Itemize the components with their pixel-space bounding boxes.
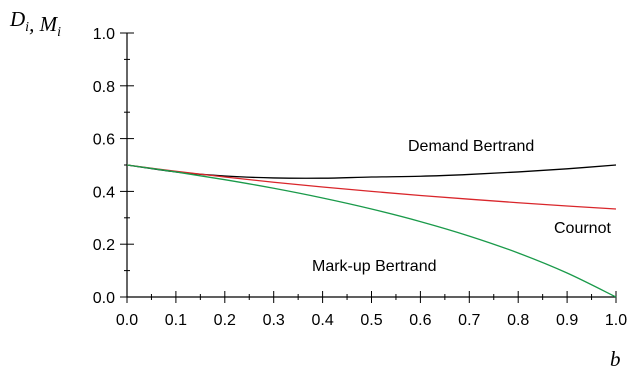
x-tick-label: 0.4 <box>311 312 333 329</box>
x-tick-label: 0.5 <box>360 312 382 329</box>
x-tick-label: 0.0 <box>116 312 138 329</box>
series-label-demand-bertrand: Demand Bertrand <box>408 138 534 155</box>
x-tick-label: 0.7 <box>458 312 480 329</box>
series-line-mark-up-bertrand <box>126 164 617 298</box>
y-axis-title-part: , M <box>29 12 59 36</box>
x-tick-label: 0.2 <box>214 312 236 329</box>
y-tick-label: 0.4 <box>93 184 115 201</box>
y-tick-label: 0.6 <box>93 132 115 149</box>
series-label-cournot: Cournot <box>554 220 611 237</box>
y-axis-title: Di, Mi <box>9 7 61 40</box>
y-axis-title-part: D <box>9 7 25 31</box>
y-axis-title-subscript: i <box>25 20 29 35</box>
x-tick-label: 0.3 <box>263 312 285 329</box>
ticks: 0.0 0.1 0.2 0.3 0.4 0.5 0.6 0.7 0.8 0.9 1.0 0.0 0.2 0… <box>93 26 627 329</box>
x-tick-label: 0.1 <box>165 312 187 329</box>
y-axis-title-text: Di, Mi <box>9 7 61 40</box>
x-tick-label: 0.9 <box>556 312 578 329</box>
x-tick-label: 1.0 <box>605 312 627 329</box>
series-labels: Demand Bertrand Cournot Mark-up Bertrand <box>312 138 611 275</box>
y-tick-label: 0.8 <box>93 79 115 96</box>
x-axis-title: b <box>610 347 621 371</box>
series-label-mark-up-bertrand: Mark-up Bertrand <box>312 258 437 275</box>
y-tick-label: 0.2 <box>93 237 115 254</box>
y-tick-label: 0.0 <box>93 290 115 307</box>
series-lines <box>126 164 617 298</box>
y-tick-label: 1.0 <box>93 26 115 43</box>
x-tick-label: 0.8 <box>507 312 529 329</box>
x-tick-label: 0.6 <box>409 312 431 329</box>
y-axis-title-subscript: i <box>57 25 61 40</box>
series-line-cournot <box>126 164 617 210</box>
